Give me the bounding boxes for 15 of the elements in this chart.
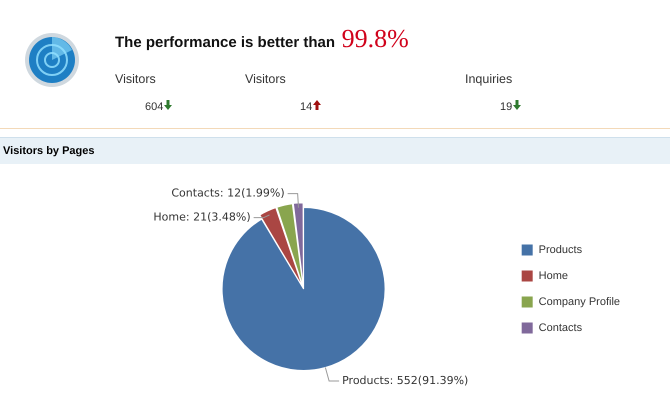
legend-label: Home bbox=[538, 270, 568, 282]
text: 19 bbox=[500, 101, 512, 113]
text: The performance is better than 99.8% bbox=[115, 24, 409, 54]
text: Inquiries bbox=[465, 72, 512, 86]
legend-label: Company Profile bbox=[538, 296, 620, 308]
text: 604 bbox=[145, 101, 164, 113]
data-label: Products: 552(91.39%) bbox=[342, 374, 468, 387]
text: 14 bbox=[300, 101, 312, 113]
text: Visitors bbox=[245, 72, 286, 86]
legend-label: Products bbox=[538, 244, 583, 256]
text: Visitors bbox=[115, 72, 156, 86]
data-label: Contacts: 12(1.99%) bbox=[171, 186, 285, 200]
data-label: Home: 21(3.48%) bbox=[153, 210, 251, 224]
legend-label: Contacts bbox=[538, 322, 583, 334]
text: Visitors by Pages bbox=[0, 137, 670, 164]
